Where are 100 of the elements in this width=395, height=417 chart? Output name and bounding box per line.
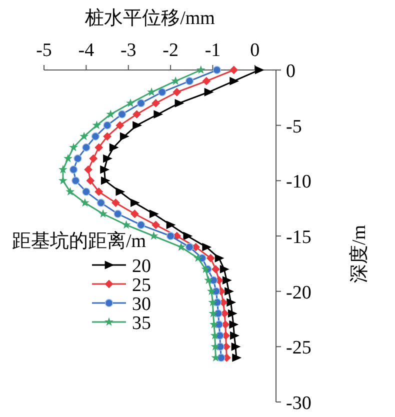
point (149, 210, 159, 218)
point (80, 198, 90, 207)
point (86, 176, 95, 185)
y-tick-label: -5 (286, 116, 302, 138)
point (214, 254, 224, 262)
point (210, 320, 218, 328)
point (116, 188, 126, 196)
point (254, 66, 264, 74)
point (185, 242, 194, 252)
y-tick-label: 0 (286, 61, 296, 82)
point (230, 76, 240, 86)
point (224, 287, 234, 296)
point (116, 121, 124, 130)
point (74, 154, 82, 163)
y-tick-label: -30 (286, 393, 312, 414)
point (166, 232, 175, 240)
point (94, 143, 104, 152)
point (158, 88, 166, 96)
legend-label: 35 (132, 313, 151, 334)
point (106, 110, 116, 118)
point (222, 276, 232, 284)
point (89, 154, 98, 163)
point (82, 143, 90, 152)
point (132, 121, 142, 130)
point (69, 166, 78, 174)
x-tick-label: -1 (204, 40, 221, 61)
point (114, 210, 122, 218)
point (226, 298, 236, 307)
point (82, 188, 90, 196)
point (91, 132, 100, 140)
point (58, 164, 68, 174)
x-tick-label: -2 (162, 40, 178, 61)
point (100, 176, 110, 185)
point (176, 242, 186, 251)
point (185, 76, 194, 86)
point (211, 353, 220, 362)
point (130, 210, 139, 218)
point (122, 220, 131, 229)
point (232, 354, 242, 362)
point (202, 76, 211, 86)
point (132, 110, 141, 118)
x-tick-label: 0 (250, 40, 260, 61)
point (100, 165, 110, 174)
x-tick-label: -3 (120, 40, 136, 61)
point (217, 354, 226, 362)
point (136, 99, 146, 108)
point (230, 66, 238, 74)
legend-label: 30 (132, 294, 151, 315)
point (228, 309, 238, 318)
point (118, 110, 126, 118)
y-tick-label: -25 (286, 338, 312, 359)
point (96, 198, 106, 207)
point (204, 276, 213, 284)
point (64, 154, 73, 162)
point (183, 232, 193, 240)
point (98, 209, 108, 218)
legend-title: 距基坑的距离/m (12, 230, 146, 252)
point (112, 198, 120, 207)
point (66, 187, 75, 196)
point (103, 121, 112, 130)
point (204, 88, 214, 96)
point (152, 220, 160, 230)
point (166, 220, 176, 230)
point (154, 110, 164, 118)
x-tick-label: -5 (36, 40, 52, 61)
point (72, 176, 80, 185)
point (84, 165, 92, 174)
point (174, 99, 184, 108)
legend-label: 25 (132, 275, 151, 296)
point (201, 264, 210, 273)
point (103, 132, 112, 141)
point (92, 120, 102, 130)
point (211, 265, 220, 274)
y-axis-title: 深度/m (348, 224, 370, 284)
legend-label: 20 (132, 256, 151, 277)
point (109, 143, 119, 152)
point (171, 76, 180, 85)
point (147, 87, 156, 96)
point (152, 99, 160, 108)
point (94, 188, 104, 196)
point (206, 286, 216, 296)
point (126, 98, 135, 107)
point (231, 342, 241, 351)
point (120, 132, 130, 141)
point (193, 253, 202, 262)
point (229, 320, 239, 329)
point (230, 331, 240, 340)
point (210, 330, 220, 340)
y-tick-label: -15 (286, 227, 312, 248)
x-axis-title: 桩水平位移/mm (84, 7, 216, 29)
point (149, 231, 158, 240)
point (202, 242, 212, 252)
point (80, 132, 89, 140)
point (206, 254, 215, 262)
point (136, 220, 146, 230)
y-tick-label: -10 (286, 172, 312, 193)
point (208, 298, 218, 306)
point (196, 65, 206, 74)
point (103, 154, 112, 163)
point (212, 66, 222, 74)
